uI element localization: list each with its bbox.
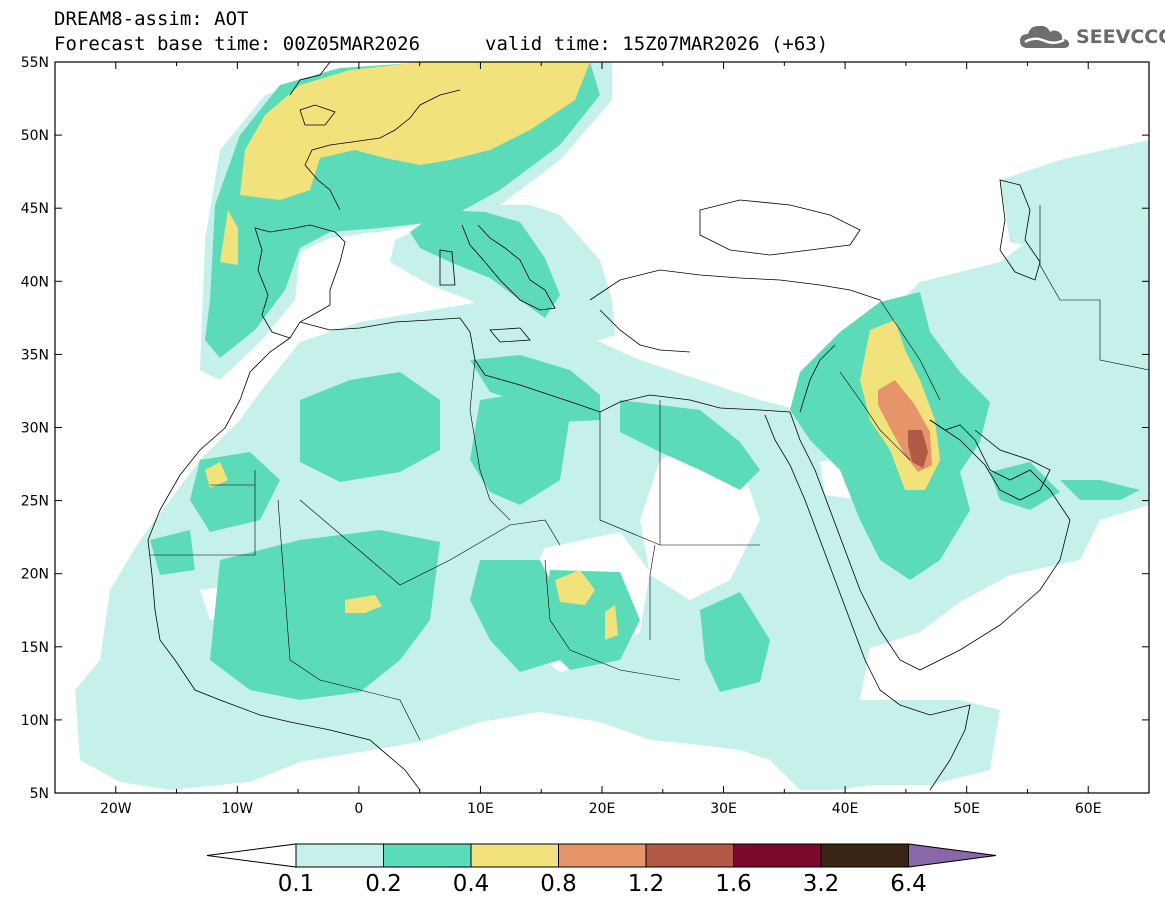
base-time-label: Forecast base time: 00Z05MAR2026 <box>54 33 421 55</box>
colorbar-swatch <box>733 843 822 868</box>
colorbar-level-label: 0.1 <box>278 871 315 897</box>
colorbar-level-label: 0.4 <box>453 871 490 897</box>
colorbar-swatch <box>820 843 909 868</box>
lat-label: 25N <box>21 494 49 510</box>
colorbar-level-label: 0.8 <box>540 871 577 897</box>
lat-label: 15N <box>21 640 49 656</box>
colorbar-level-label: 1.6 <box>715 871 752 897</box>
colorbar-level-label: 1.2 <box>628 871 665 897</box>
colorbar-under-arrow <box>206 843 297 868</box>
colorbar-swatch <box>470 843 559 868</box>
country-borders <box>150 205 1149 741</box>
lat-label: 30N <box>21 421 49 437</box>
aot-band-1.2 <box>908 430 928 468</box>
lon-label: 20E <box>589 801 616 817</box>
lon-label: 10W <box>221 801 253 817</box>
colorbar-swatch <box>295 843 384 868</box>
seevccc-logo: SEEVCCC <box>1018 22 1165 52</box>
lon-label: 20W <box>100 801 132 817</box>
lat-label: 40N <box>21 274 49 290</box>
chart-title: DREAM8-assim: AOT <box>54 8 249 30</box>
lat-label: 35N <box>21 347 49 363</box>
cloud-icon <box>1020 25 1069 48</box>
coastlines <box>147 62 1071 791</box>
lon-label: 10E <box>467 801 494 817</box>
colorbar: 0.1 0.2 0.4 0.8 1.2 1.6 3.2 6.4 <box>206 843 997 897</box>
logo-text: SEEVCCC <box>1076 26 1165 48</box>
lat-label: 10N <box>21 713 49 729</box>
aot-field <box>75 62 1149 791</box>
lat-label: 5N <box>30 786 49 802</box>
valid-time-label: valid time: 15Z07MAR2026 (+63) <box>485 33 829 55</box>
lat-label: 55N <box>21 55 49 71</box>
map-axes: 55N 50N 45N 40N 35N 30N 25N 20N 15N 10N 5N 20W 10W 0 1… <box>21 55 1150 817</box>
lat-label: 45N <box>21 201 49 217</box>
lon-label: 50E <box>953 801 980 817</box>
lon-label: 40E <box>832 801 859 817</box>
lat-label: 20N <box>21 567 49 583</box>
colorbar-over-arrow <box>908 843 997 868</box>
lon-label: 0 <box>354 801 363 817</box>
colorbar-swatch <box>645 843 734 868</box>
colorbar-swatch <box>383 843 472 868</box>
colorbar-level-label: 3.2 <box>803 871 840 897</box>
colorbar-swatch <box>558 843 647 868</box>
lon-label: 30E <box>710 801 737 817</box>
colorbar-level-label: 0.2 <box>365 871 402 897</box>
lat-label: 50N <box>21 128 49 144</box>
lon-label: 60E <box>1075 801 1102 817</box>
colorbar-level-label: 6.4 <box>890 871 927 897</box>
